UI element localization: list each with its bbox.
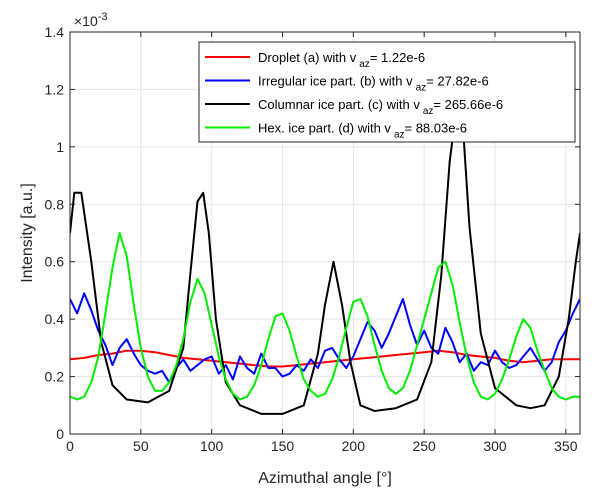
x-axis-title: Azimuthal angle [°] <box>258 470 392 487</box>
y-exponent-label: ×10-3 <box>74 11 108 29</box>
x-tick-label: 100 <box>200 438 224 454</box>
legend-prefix: Hex. ice part. (d) with v <box>258 121 391 136</box>
legend-suffix: = 265.66e-6 <box>433 97 503 112</box>
series-line-1 <box>70 292 580 384</box>
legend-prefix: Irregular ice part. (b) with v <box>258 74 413 89</box>
legend-entry-2: Columnar ice part. (c) with v az= 265.66e… <box>258 97 503 117</box>
x-tick-label: 200 <box>342 438 366 454</box>
y-exponent-power: -3 <box>98 11 108 23</box>
x-tick-label: 350 <box>554 438 578 454</box>
legend-entry-3: Hex. ice part. (d) with v az= 88.03e-6 <box>258 121 467 141</box>
y-exponent-base: ×10 <box>74 13 98 29</box>
y-tick-label: 0 <box>56 426 64 442</box>
series-line-2 <box>70 117 580 415</box>
legend-prefix: Columnar ice part. (c) with v <box>258 97 420 112</box>
y-tick-label: 1.4 <box>45 24 65 40</box>
legend-subscript: az <box>423 106 434 117</box>
y-axis-title: Intensity [a.u.] <box>19 183 36 283</box>
x-tick-label: 250 <box>412 438 436 454</box>
y-tick-label: 0.2 <box>45 369 65 385</box>
y-tick-label: 0.8 <box>45 196 65 212</box>
x-tick-label: 50 <box>133 438 149 454</box>
legend-subscript: az <box>359 59 370 70</box>
legend-suffix: = 1.22e-6 <box>370 50 425 65</box>
series-group <box>70 117 580 415</box>
series-line-3 <box>70 232 580 401</box>
y-tick-label: 1 <box>56 139 64 155</box>
legend-entry-1: Irregular ice part. (b) with v az= 27.82e… <box>258 74 489 94</box>
x-tick-label: 150 <box>271 438 295 454</box>
x-tick-label: 300 <box>483 438 507 454</box>
y-tick-label: 0.6 <box>45 254 65 270</box>
legend-entry-0: Droplet (a) with v az= 1.22e-6 <box>258 50 425 70</box>
legend-box <box>198 41 576 143</box>
legend-subscript: az <box>416 83 427 94</box>
y-tick-label: 1.2 <box>45 81 65 97</box>
legend-subscript: az <box>394 130 405 141</box>
legend-prefix: Droplet (a) with v <box>258 50 357 65</box>
y-tick-label: 0.4 <box>45 311 65 327</box>
ticks: 0 50 100 150 200 250 300 350 0 0.2 0.4 0.6 0.8 1 1.2 1.… <box>45 24 580 454</box>
legend-suffix: = 27.82e-6 <box>426 74 489 89</box>
plot-frame <box>69 31 581 435</box>
series-line-0 <box>70 349 580 368</box>
legend-suffix: = 88.03e-6 <box>405 121 468 136</box>
x-tick-label: 0 <box>66 438 74 454</box>
